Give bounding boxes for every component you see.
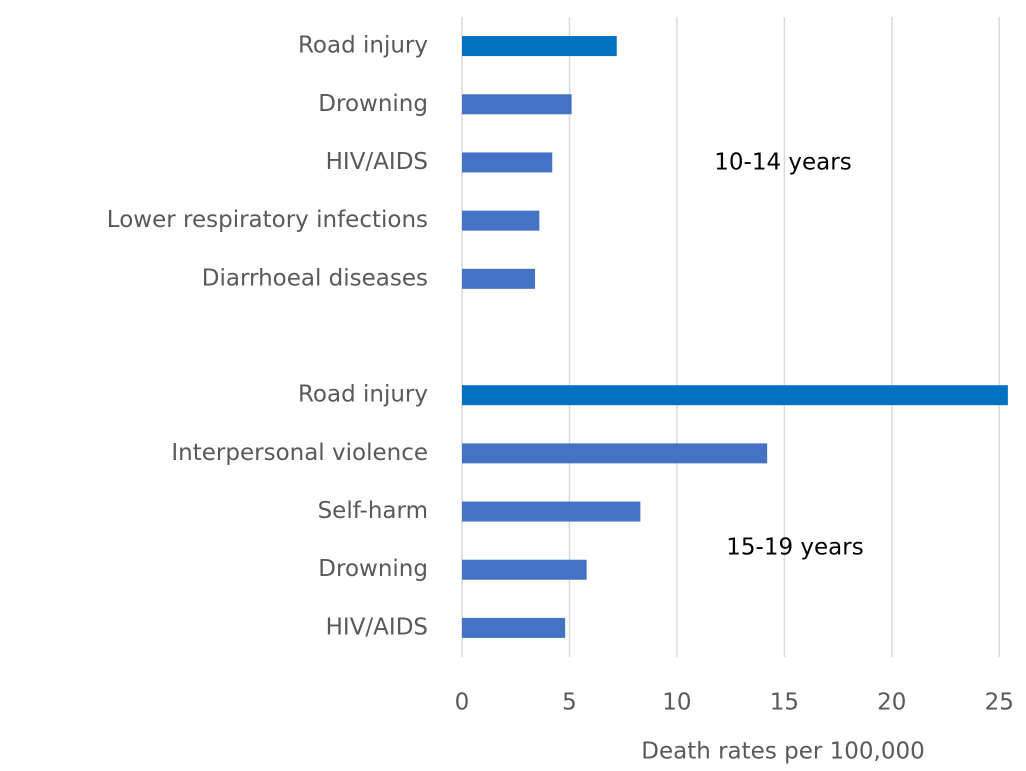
bar (462, 559, 587, 580)
y-tick-label: Lower respiratory infections (107, 207, 428, 233)
x-tick-label: 10 (662, 690, 691, 716)
bar (462, 94, 572, 115)
annotation: 10-14 years (714, 150, 851, 176)
bar (462, 443, 768, 464)
x-tick-label: 15 (770, 690, 799, 716)
x-tick-label: 5 (562, 690, 577, 716)
y-tick-label: Drowning (318, 556, 428, 582)
y-tick-label: Road injury (298, 382, 428, 408)
bar (462, 501, 641, 522)
y-tick-label: HIV/AIDS (326, 614, 428, 640)
bar (462, 152, 553, 173)
bar (462, 385, 1008, 406)
bar (462, 36, 617, 57)
y-tick-label: Road injury (298, 33, 428, 59)
bar (462, 268, 536, 289)
x-tick-label: 25 (985, 690, 1014, 716)
y-tick-label: Interpersonal violence (171, 440, 428, 466)
x-tick-label: 20 (877, 690, 906, 716)
x-axis-label: Death rates per 100,000 (641, 739, 925, 765)
y-tick-label: Self-harm (318, 498, 428, 524)
bar (462, 210, 540, 231)
annotation: 15-19 years (726, 535, 863, 561)
x-tick-label: 0 (455, 690, 470, 716)
y-tick-label: Drowning (318, 91, 428, 117)
bar (462, 617, 566, 638)
y-tick-label: HIV/AIDS (326, 149, 428, 175)
y-tick-label: Diarrhoeal diseases (202, 265, 428, 291)
